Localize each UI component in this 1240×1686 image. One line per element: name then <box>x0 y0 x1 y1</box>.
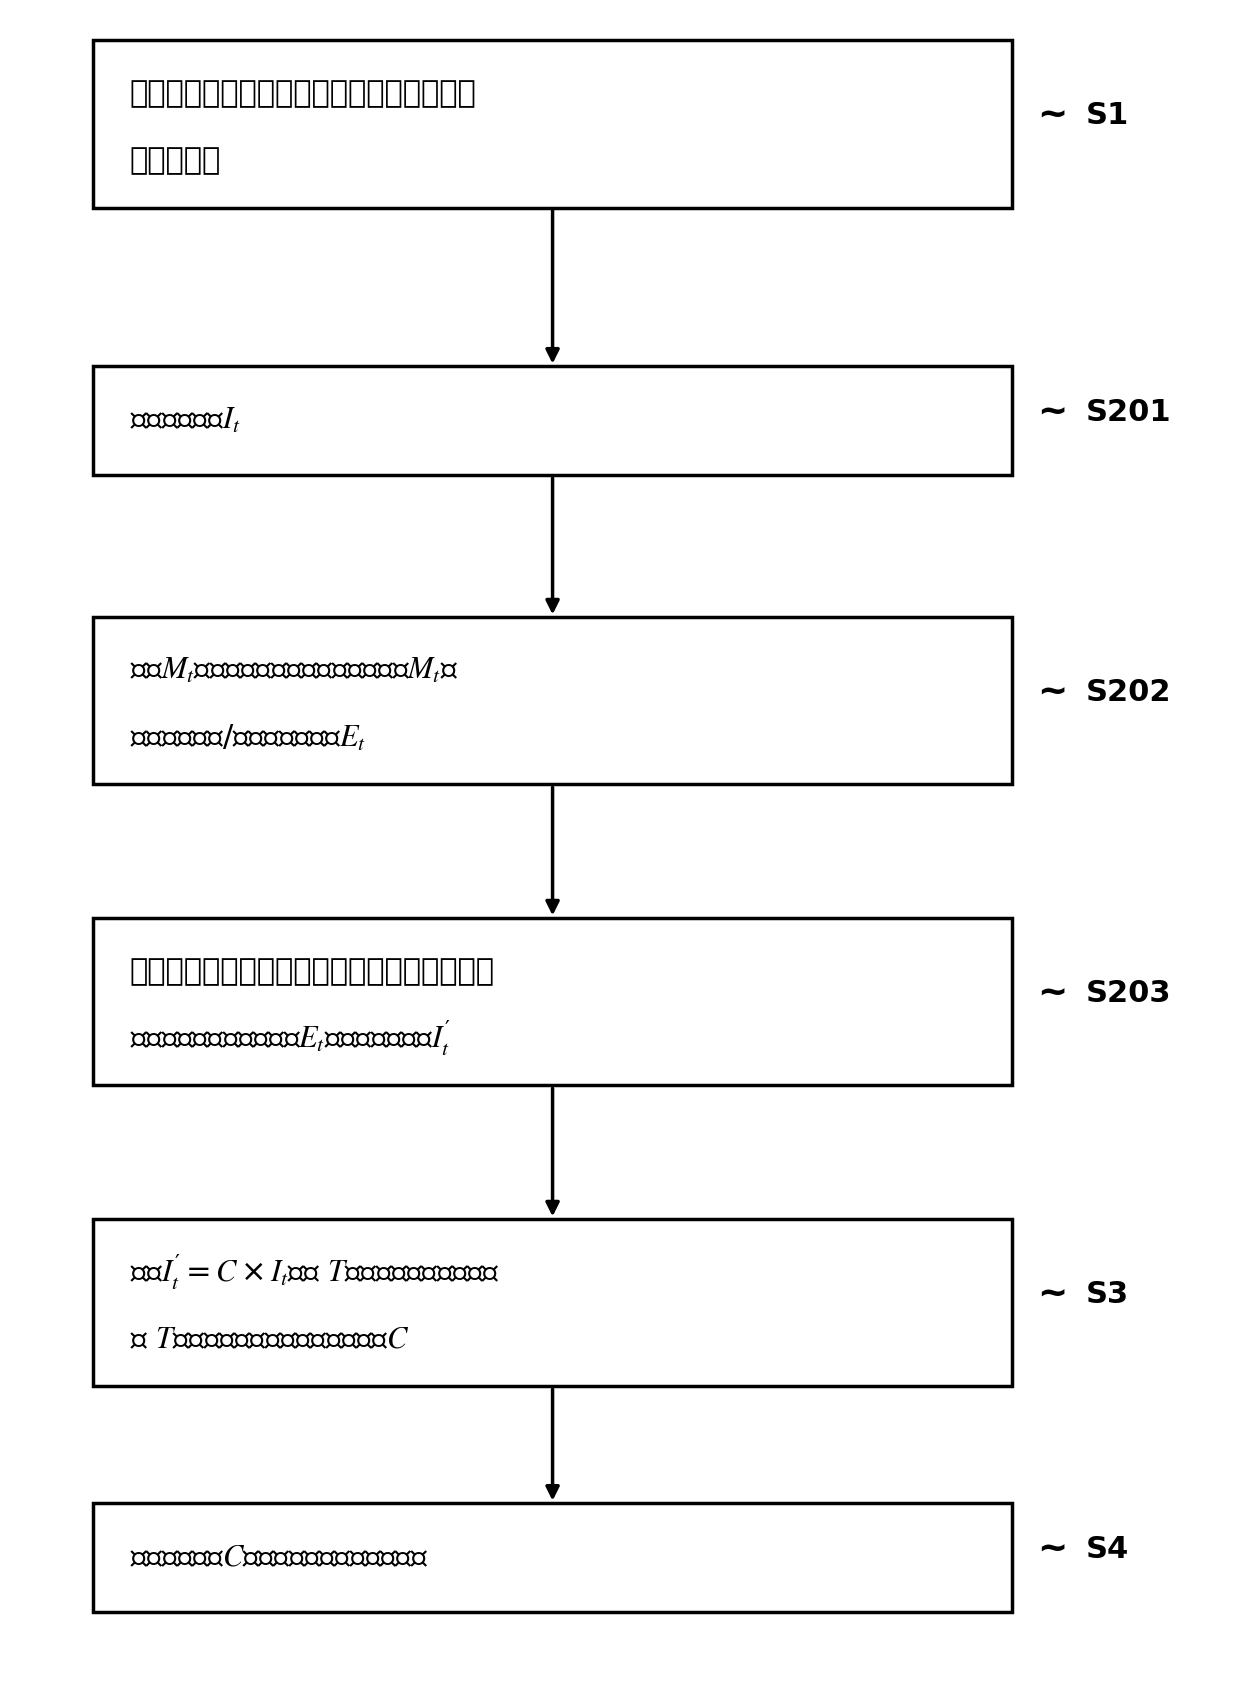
Text: S203: S203 <box>1086 980 1172 1008</box>
Text: S201: S201 <box>1086 398 1172 427</box>
FancyBboxPatch shape <box>93 366 1012 475</box>
Text: 量点的位置以及测量数据$E_t$获得口径场激励$I_t'$: 量点的位置以及测量数据$E_t$获得口径场激励$I_t'$ <box>129 1018 450 1059</box>
Text: 根据校准因子$C$对阵列天线各阵元进行校准: 根据校准因子$C$对阵列天线各阵元进行校准 <box>129 1543 428 1573</box>
Text: S3: S3 <box>1086 1280 1130 1308</box>
Text: 获得阵列天线的阵元方向图以及阵元方向图: 获得阵列天线的阵元方向图以及阵元方向图 <box>129 79 476 108</box>
Text: ~: ~ <box>1037 1533 1068 1566</box>
Text: 中心的位置: 中心的位置 <box>129 147 221 175</box>
Text: ~: ~ <box>1037 99 1068 133</box>
Text: 和 $T$组口径场激励计算得到校准矩阵$C$: 和 $T$组口径场激励计算得到校准矩阵$C$ <box>129 1325 409 1354</box>
Text: ~: ~ <box>1037 976 1068 1010</box>
Text: S4: S4 <box>1086 1534 1130 1565</box>
Text: ~: ~ <box>1037 396 1068 430</box>
Text: ~: ~ <box>1037 1278 1068 1312</box>
FancyBboxPatch shape <box>93 919 1012 1086</box>
FancyBboxPatch shape <box>93 40 1012 207</box>
Text: 测量点处的电/磁场的测量数据$E_t$: 测量点处的电/磁场的测量数据$E_t$ <box>129 723 366 752</box>
FancyBboxPatch shape <box>93 617 1012 784</box>
FancyBboxPatch shape <box>93 1504 1012 1612</box>
Text: ~: ~ <box>1037 676 1068 710</box>
Text: S1: S1 <box>1086 101 1130 130</box>
Text: S202: S202 <box>1086 678 1172 706</box>
Text: 馈入端口激励$I_t$: 馈入端口激励$I_t$ <box>129 406 241 435</box>
FancyBboxPatch shape <box>93 1219 1012 1386</box>
Text: 获得$M_t$个测量点的位置以及阵列天线在$M_t$个: 获得$M_t$个测量点的位置以及阵列天线在$M_t$个 <box>129 656 458 686</box>
Text: 根据$I_t' = C \times I_t$，由 $T$组线性无关的端口激励: 根据$I_t' = C \times I_t$，由 $T$组线性无关的端口激励 <box>129 1253 500 1293</box>
Text: 根据阵元方向图、阵元方向图中心的位置、测: 根据阵元方向图、阵元方向图中心的位置、测 <box>129 958 495 986</box>
